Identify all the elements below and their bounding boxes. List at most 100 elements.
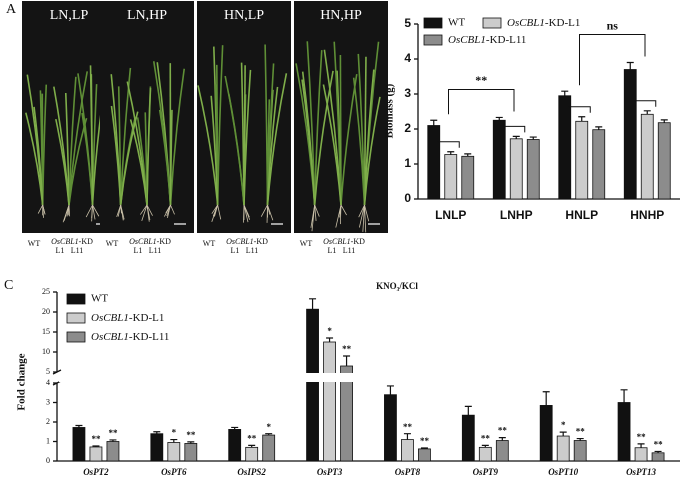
error-bar xyxy=(620,389,628,403)
legend-label: WT xyxy=(448,17,465,29)
photo-title: LN,HP xyxy=(127,8,167,23)
error-bar xyxy=(386,385,394,395)
break-gap xyxy=(526,373,601,382)
significance-label: ** xyxy=(91,434,101,444)
bar xyxy=(262,434,276,462)
y-tick-label: 3 xyxy=(404,86,411,100)
break-gap xyxy=(136,373,211,382)
root xyxy=(68,204,71,217)
y-tick-label: 3 xyxy=(46,397,50,406)
y-tick-label: 1 xyxy=(404,156,411,170)
bar xyxy=(89,446,103,462)
bar xyxy=(575,120,589,200)
bracket xyxy=(448,88,515,115)
root xyxy=(335,204,342,228)
bar xyxy=(228,429,242,462)
y-axis-label: Fold change xyxy=(16,353,28,410)
error-bar xyxy=(595,126,603,130)
lane-label: OsCBL1-KD xyxy=(323,237,365,246)
root xyxy=(91,204,93,222)
leaf xyxy=(110,105,122,206)
y-axis-label: Biomass (g) xyxy=(384,83,396,138)
bar xyxy=(634,447,648,462)
bar xyxy=(573,440,587,462)
lane-label: OsCBL1-KD xyxy=(129,237,171,246)
root xyxy=(170,204,175,215)
lane-label: L1 xyxy=(56,246,65,255)
error-bar xyxy=(561,90,569,96)
break-gap xyxy=(370,373,445,382)
root xyxy=(217,204,222,220)
x-tick-label: OsPT13 xyxy=(626,467,656,477)
error-bar xyxy=(559,431,567,437)
root xyxy=(243,204,250,218)
bar xyxy=(640,113,654,200)
error-bar xyxy=(542,391,550,406)
break-gap xyxy=(59,373,133,382)
error-bar xyxy=(464,153,472,157)
root xyxy=(146,204,153,216)
y-tick-label: 2 xyxy=(46,417,50,426)
significance-label: ** xyxy=(108,428,118,438)
lane-label: L11 xyxy=(343,246,356,255)
bar xyxy=(558,95,572,200)
lane-label: L1 xyxy=(328,246,337,255)
significance-label: * xyxy=(172,428,177,438)
error-bar xyxy=(343,355,351,366)
legend-label: OsCBL1-KD-L11 xyxy=(91,331,169,343)
error-bar xyxy=(637,443,645,448)
lane-label: WT xyxy=(28,239,41,248)
root xyxy=(85,204,93,218)
bracket xyxy=(437,141,460,148)
break-gap xyxy=(292,373,367,382)
x-tick-label: OsPT9 xyxy=(473,467,499,477)
root xyxy=(146,204,150,222)
error-bar xyxy=(403,433,411,440)
root xyxy=(116,204,122,218)
bar xyxy=(401,439,414,462)
y-tick-label: 1 xyxy=(46,436,50,445)
error-bar xyxy=(512,135,520,139)
y-tick-label: 25 xyxy=(42,287,50,296)
bar xyxy=(461,414,475,462)
error-bar xyxy=(654,450,662,453)
error-bar xyxy=(75,424,83,428)
lane-label: OsCBL1-KD xyxy=(51,237,93,246)
significance-label: ** xyxy=(247,433,257,443)
bar xyxy=(509,138,523,200)
bar xyxy=(418,448,431,462)
error-bar xyxy=(447,151,455,155)
leaf xyxy=(352,77,366,206)
y-tick-label: 20 xyxy=(42,307,50,316)
break-gap xyxy=(448,373,523,382)
break-gap xyxy=(604,373,678,382)
bar xyxy=(323,341,336,462)
error-bar xyxy=(153,431,161,434)
leaf xyxy=(77,73,94,206)
significance-label: * xyxy=(327,326,332,336)
root xyxy=(92,204,100,217)
x-tick-label: OsPT3 xyxy=(317,467,343,477)
leaf xyxy=(55,118,70,206)
annotation: ** xyxy=(475,73,487,87)
leaf xyxy=(313,50,323,206)
error-bar xyxy=(495,116,503,121)
root xyxy=(165,204,171,214)
x-tick-label: OsPT6 xyxy=(161,467,187,477)
root xyxy=(364,204,367,233)
error-bar xyxy=(420,447,428,449)
bar xyxy=(384,394,397,462)
significance-label: ** xyxy=(342,344,352,354)
lane-label: WT xyxy=(203,239,216,248)
root xyxy=(92,204,96,220)
y-tick-label: 4 xyxy=(46,378,50,387)
root xyxy=(358,204,365,218)
break-gap xyxy=(214,373,289,382)
leaf xyxy=(363,96,381,206)
bar xyxy=(651,452,665,462)
error-bar xyxy=(576,437,584,441)
error-bar xyxy=(309,298,317,310)
lane-label: WT xyxy=(106,239,119,248)
leaf xyxy=(129,119,148,206)
bar xyxy=(461,155,475,200)
